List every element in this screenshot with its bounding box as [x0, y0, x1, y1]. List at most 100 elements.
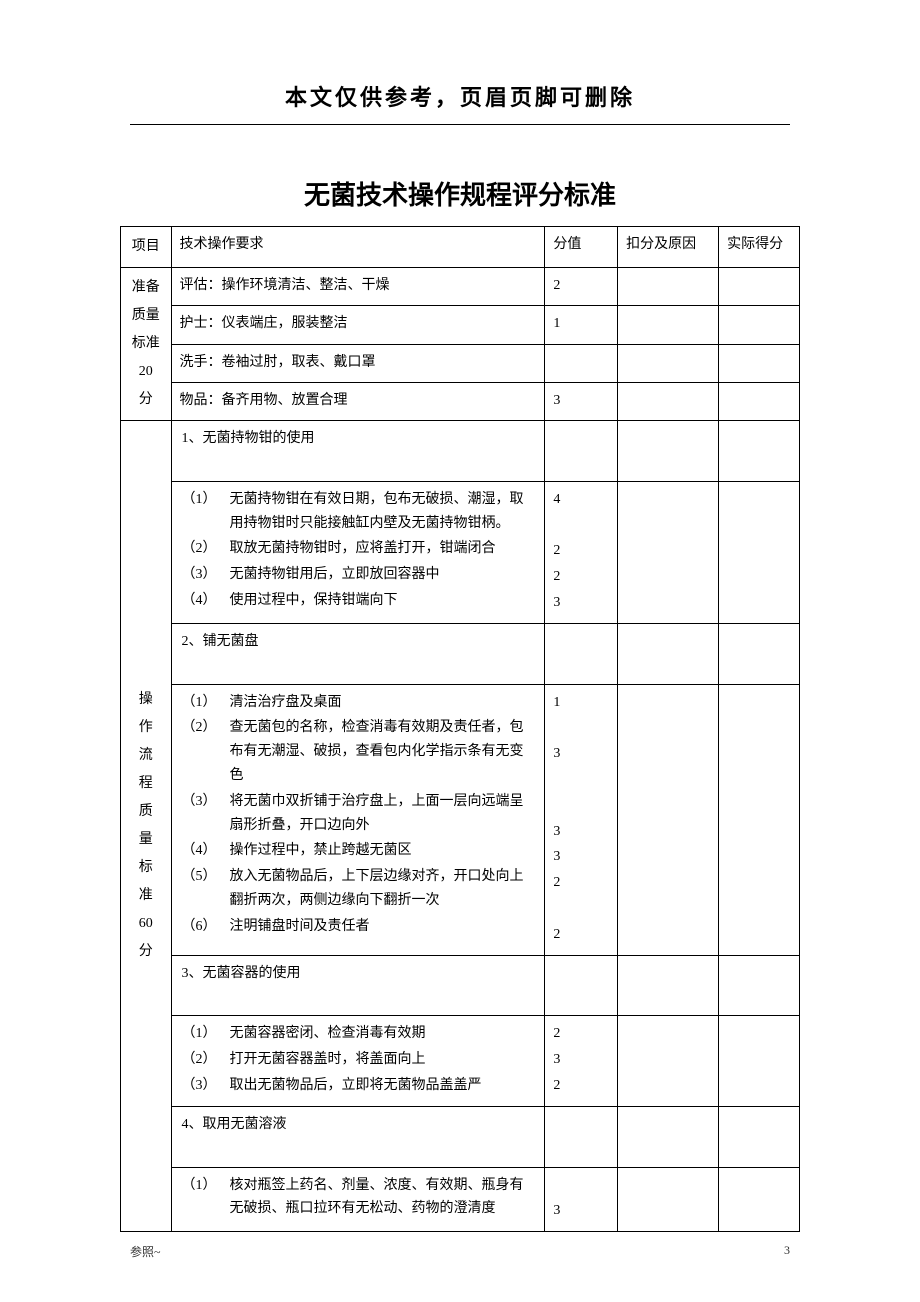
header-line: [130, 124, 790, 125]
op-g3-scores: 2 3 2: [545, 1016, 618, 1106]
g4-s1: 3: [553, 1199, 609, 1223]
g2-n4: （5）: [182, 865, 230, 913]
op-g1-body: （1）无菌持物钳在有效日期，包布无破损、潮湿，取用持物钳时只能接触缸内壁及无菌持…: [121, 481, 800, 623]
g1-n1: （2）: [182, 537, 230, 561]
op-g2-actual: [719, 684, 800, 955]
g4-n0: （1）: [182, 1174, 230, 1222]
op-l4: 质: [129, 798, 163, 826]
g1-s4: 3: [553, 591, 609, 615]
g1-n0: （1）: [182, 488, 230, 536]
g2-s5: 3: [553, 820, 609, 844]
header-note: 本文仅供参考，页眉页脚可删除: [120, 80, 800, 112]
prep-row-2: 护士：仪表端庄，服装整洁 1: [121, 306, 800, 344]
prep-req-0: 评估：操作环境清洁、整洁、干燥: [171, 268, 545, 306]
op-g1-items: （1）无菌持物钳在有效日期，包布无破损、潮湿，取用持物钳时只能接触缸内壁及无菌持…: [171, 481, 545, 623]
op-g4-items: （1）核对瓶签上药名、剂量、浓度、有效期、瓶身有无破损、瓶口拉环有无松动、药物的…: [171, 1167, 545, 1232]
g1-s3: 2: [553, 565, 609, 589]
prep-l1: 质量: [129, 302, 163, 330]
op-g1-hactual: [719, 421, 800, 482]
g2-t0: 清洁治疗盘及桌面: [230, 691, 537, 715]
g3-n0: （1）: [182, 1022, 230, 1046]
g4-s0: [553, 1174, 609, 1198]
op-g4-hscore: [545, 1106, 618, 1167]
col-deduct: 扣分及原因: [618, 227, 719, 268]
prep-l3: 20: [129, 358, 163, 386]
prep-deduct-2: [618, 344, 719, 382]
scoring-table: 项目 技术操作要求 分值 扣分及原因 实际得分 准备 质量 标准 20 分 评估…: [120, 226, 800, 1232]
op-g4-hdeduct: [618, 1106, 719, 1167]
op-g4-deduct: [618, 1167, 719, 1232]
g2-s8: [553, 897, 609, 921]
op-g4-hactual: [719, 1106, 800, 1167]
col-score: 分值: [545, 227, 618, 268]
prep-l0: 准备: [129, 274, 163, 302]
op-g4-heading-text: 4、取用无菌溶液: [180, 1113, 537, 1137]
header-row: 项目 技术操作要求 分值 扣分及原因 实际得分: [121, 227, 800, 268]
op-g1-actual: [719, 481, 800, 623]
op-g1-head: 操 作 流 程 质 量 标 准 60 分 1、无菌持物钳的使用: [121, 421, 800, 482]
page-title: 无菌技术操作规程评分标准: [120, 175, 800, 212]
col-project: 项目: [121, 227, 172, 268]
op-g2-head: 2、铺无菌盘: [121, 623, 800, 684]
op-l3: 程: [129, 770, 163, 798]
g1-t2: 无菌持物钳用后，立即放回容器中: [230, 563, 537, 587]
op-g3-items: （1）无菌容器密闭、检查消毒有效期 （2）打开无菌容器盖时，将盖面向上 （3）取…: [171, 1016, 545, 1106]
op-g2-heading: 2、铺无菌盘: [171, 623, 545, 684]
g2-n2: （3）: [182, 790, 230, 838]
prep-req-2: 洗手：卷袖过肘，取表、戴口罩: [171, 344, 545, 382]
g2-s3: [553, 768, 609, 792]
prep-row-4: 物品：备齐用物、放置合理 3: [121, 382, 800, 420]
op-label: 操 作 流 程 质 量 标 准 60 分: [121, 421, 172, 1232]
op-l8: 60: [129, 910, 163, 938]
prep-deduct-3: [618, 382, 719, 420]
g2-n0: （1）: [182, 691, 230, 715]
g2-s2: 3: [553, 742, 609, 766]
prep-deduct-0: [618, 268, 719, 306]
op-g4-actual: [719, 1167, 800, 1232]
g1-n2: （3）: [182, 563, 230, 587]
op-g3-deduct: [618, 1016, 719, 1106]
g2-s9: 2: [553, 923, 609, 947]
g1-s1: [553, 514, 609, 538]
op-g3-hactual: [719, 955, 800, 1016]
op-g3-head: 3、无菌容器的使用: [121, 955, 800, 1016]
g2-s0: 1: [553, 691, 609, 715]
prep-req-3: 物品：备齐用物、放置合理: [171, 382, 545, 420]
g2-s4: [553, 794, 609, 818]
op-g3-heading: 3、无菌容器的使用: [171, 955, 545, 1016]
g2-t5: 注明铺盘时间及责任者: [230, 915, 537, 939]
g3-s1: 3: [553, 1048, 609, 1072]
op-g3-body: （1）无菌容器密闭、检查消毒有效期 （2）打开无菌容器盖时，将盖面向上 （3）取…: [121, 1016, 800, 1106]
op-l2: 流: [129, 742, 163, 770]
op-l1: 作: [129, 714, 163, 742]
op-g2-hactual: [719, 623, 800, 684]
prep-label: 准备 质量 标准 20 分: [121, 268, 172, 421]
op-g4-head: 4、取用无菌溶液: [121, 1106, 800, 1167]
g2-n1: （2）: [182, 716, 230, 787]
op-l5: 量: [129, 826, 163, 854]
g1-s2: 2: [553, 539, 609, 563]
g2-t1: 查无菌包的名称，检查消毒有效期及责任者，包布有无潮湿、破损，查看包内化学指示条有…: [230, 716, 537, 787]
prep-l2: 标准: [129, 330, 163, 358]
g1-n3: （4）: [182, 589, 230, 613]
prep-actual-2: [719, 344, 800, 382]
g2-t2: 将无菌巾双折铺于治疗盘上，上面一层向远端呈扇形折叠，开口边向外: [230, 790, 537, 838]
op-g4-scores: 3: [545, 1167, 618, 1232]
g2-t4: 放入无菌物品后，上下层边缘对齐，开口处向上翻折两次，两侧边缘向下翻折一次: [230, 865, 537, 913]
op-g2-heading-text: 2、铺无菌盘: [180, 630, 537, 654]
prep-actual-1: [719, 306, 800, 344]
g3-t0: 无菌容器密闭、检查消毒有效期: [230, 1022, 537, 1046]
g1-t3: 使用过程中，保持钳端向下: [230, 589, 537, 613]
g1-t0: 无菌持物钳在有效日期，包布无破损、潮湿，取用持物钳时只能接触缸内壁及无菌持物钳柄…: [230, 488, 537, 536]
prep-deduct-1: [618, 306, 719, 344]
prep-req-1: 护士：仪表端庄，服装整洁: [171, 306, 545, 344]
op-g3-hscore: [545, 955, 618, 1016]
g1-s0: 4: [553, 488, 609, 512]
page-footer: 参照~ 3: [130, 1243, 790, 1260]
op-l6: 标: [129, 854, 163, 882]
op-g2-hdeduct: [618, 623, 719, 684]
g2-s1: [553, 716, 609, 740]
g2-n3: （4）: [182, 839, 230, 863]
g3-t2: 取出无菌物品后，立即将无菌物品盖盖严: [230, 1074, 537, 1098]
op-g2-items: （1）清洁治疗盘及桌面 （2）查无菌包的名称，检查消毒有效期及责任者，包布有无潮…: [171, 684, 545, 955]
